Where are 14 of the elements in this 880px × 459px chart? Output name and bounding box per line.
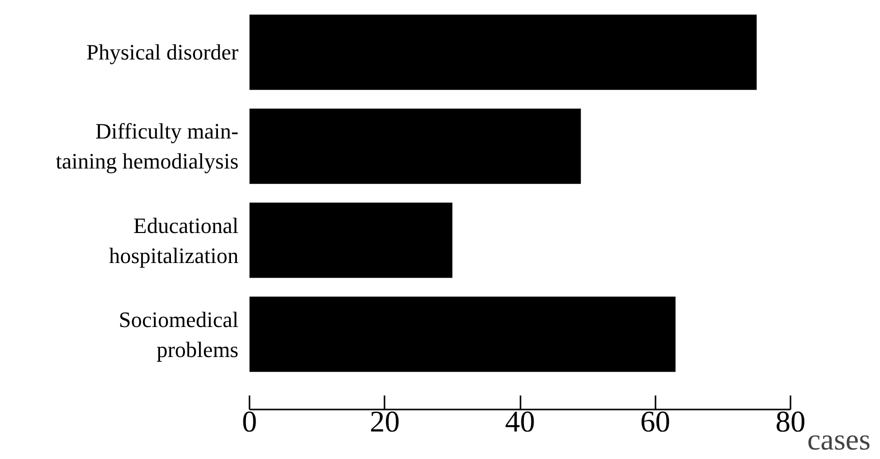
x-tick-label: 60	[640, 406, 670, 438]
x-tick-label: 20	[370, 406, 400, 438]
y-tick-label: Physical disorder	[86, 40, 240, 65]
bar	[250, 108, 581, 184]
y-tick-label: Difficulty main- taining hemodialysis	[56, 118, 238, 174]
x-axis-title: cases	[807, 424, 870, 456]
bar	[250, 14, 757, 90]
x-tick-label: 80	[776, 406, 806, 438]
x-tick-label: 40	[505, 406, 535, 438]
bar	[250, 202, 452, 278]
y-tick-label: Sociomedical problems	[118, 306, 239, 362]
y-tick-label: Educational hospitalization	[108, 212, 239, 268]
bar	[250, 296, 676, 372]
x-tick-label: 0	[242, 406, 257, 438]
